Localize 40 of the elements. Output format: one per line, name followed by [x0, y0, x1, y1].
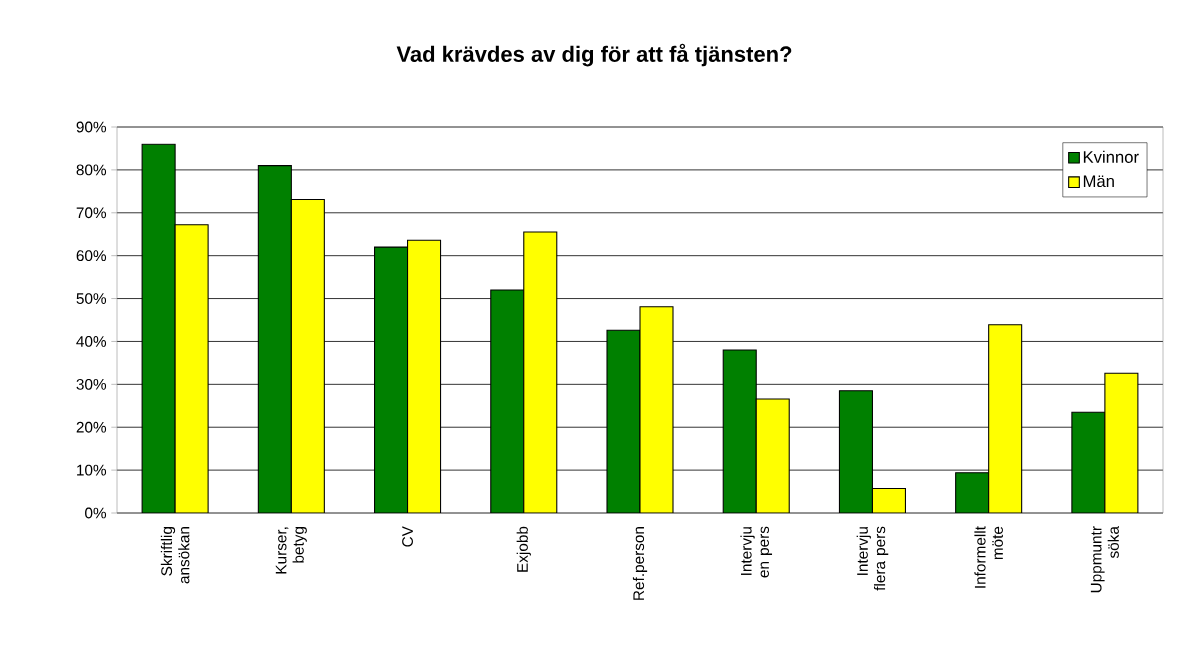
x-tick-label: Intervju en pers	[740, 526, 773, 578]
bar	[639, 306, 674, 513]
y-tick-label: 70%	[76, 207, 107, 219]
bar	[722, 349, 757, 513]
y-tick-label: 60%	[76, 250, 107, 262]
y-tick-label: 10%	[77, 464, 107, 476]
bar	[141, 143, 176, 513]
bar	[374, 246, 409, 513]
x-tick-label: Uppmuntr söka	[1090, 526, 1119, 593]
bar	[257, 165, 292, 513]
bar	[988, 324, 1023, 513]
x-tick-label: Skriftlig ansökan	[160, 527, 190, 584]
x-tick-label: Informellt möte	[974, 526, 1003, 588]
chart-title: Vad krävdes av dig för att få tjänsten?	[396, 43, 792, 67]
bar	[174, 224, 209, 513]
bar	[838, 390, 873, 513]
y-tick-label: 50%	[76, 293, 107, 304]
x-tick-label: Exjobb	[516, 526, 531, 572]
bar	[1071, 411, 1106, 513]
bar	[871, 488, 906, 513]
bar	[490, 289, 525, 513]
legend-label: Kvinnor	[1083, 150, 1139, 163]
bar	[755, 398, 790, 513]
x-tick-label: Intervju flera pers	[856, 526, 889, 591]
bar	[955, 472, 990, 513]
bar	[290, 198, 325, 513]
legend-label: Män	[1083, 175, 1114, 188]
y-tick-label: 30%	[76, 378, 107, 390]
bar	[606, 329, 641, 513]
x-tick-label: Kurser, betyg	[275, 527, 307, 574]
y-tick-label: 20%	[76, 421, 107, 433]
y-tick-label: 0%	[85, 507, 107, 519]
y-tick-label: 80%	[76, 164, 107, 176]
bar	[1104, 372, 1139, 513]
y-tick-label: 40%	[76, 336, 107, 347]
x-tick-label: Ref.person	[632, 527, 648, 600]
bar	[407, 239, 442, 513]
y-tick-label: 90%	[76, 121, 107, 133]
bar	[523, 231, 558, 513]
x-tick-label: CV	[402, 526, 413, 547]
